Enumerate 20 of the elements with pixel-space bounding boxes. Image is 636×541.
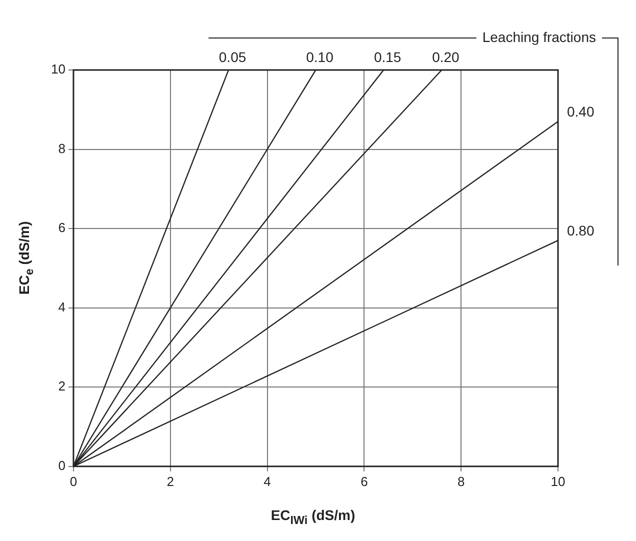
- y-tick-label: 2: [58, 378, 66, 394]
- x-tick-label: 8: [457, 474, 465, 489]
- x-tick-label: 4: [264, 474, 271, 489]
- series-label: 0.40: [567, 103, 594, 120]
- y-tick-label: 4: [58, 299, 66, 314]
- series-label: 0.15: [374, 48, 402, 65]
- x-tick-label: 0: [70, 474, 78, 489]
- y-tick-label: 10: [50, 62, 66, 77]
- y-tick-label: 0: [58, 458, 66, 473]
- y-tick-label: 6: [58, 220, 66, 236]
- x-tick-label: 10: [550, 474, 566, 489]
- series-label: 0.10: [306, 48, 334, 65]
- legend-title: Leaching fractions: [482, 28, 596, 45]
- series-label: 0.80: [567, 222, 594, 238]
- y-tick-label: 8: [58, 140, 66, 156]
- series-label: 0.05: [218, 48, 246, 65]
- x-tick-label: 2: [166, 474, 174, 489]
- series-label: 0.20: [432, 48, 460, 65]
- x-axis-title: EC$_{IWi}$ (dS/m): [270, 507, 356, 527]
- x-tick-label: 6: [360, 474, 368, 489]
